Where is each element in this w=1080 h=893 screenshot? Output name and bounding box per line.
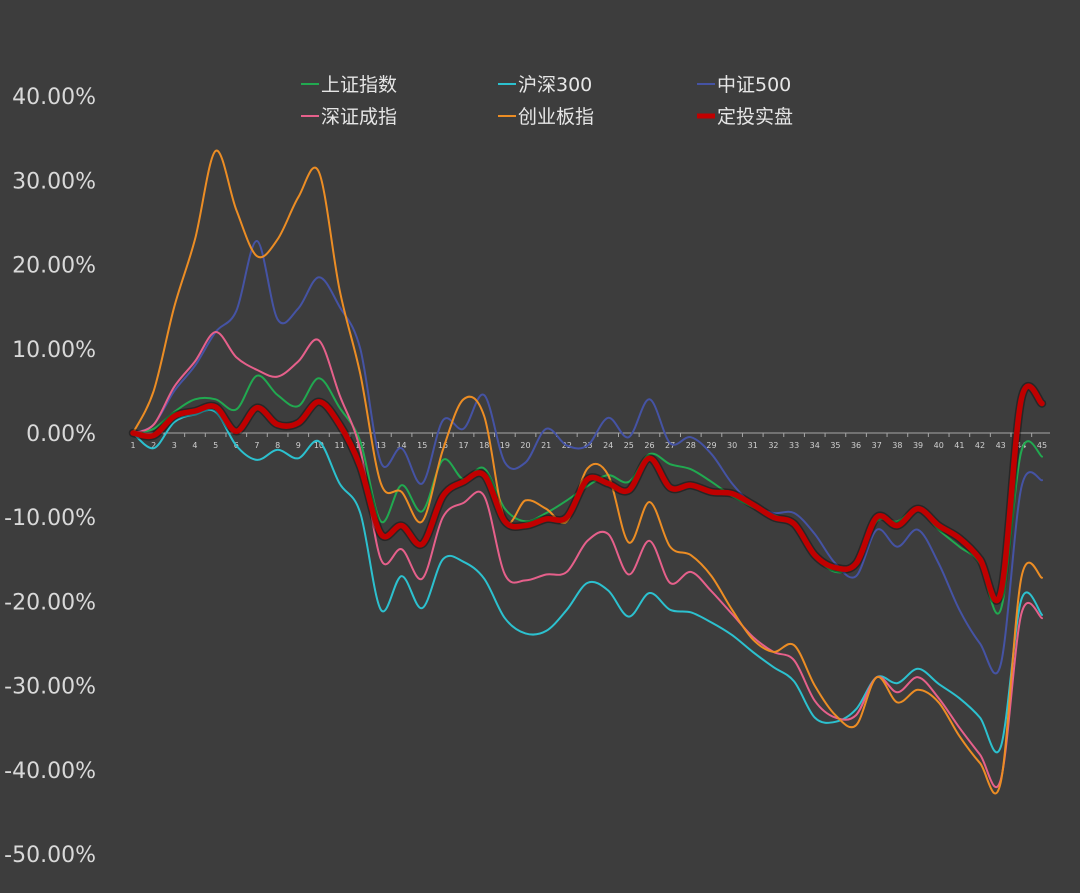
y-tick-label: 30.00%: [12, 169, 96, 194]
x-tick-label: 30: [727, 441, 737, 450]
y-tick-label: -10.00%: [4, 506, 96, 531]
x-tick-label: 17: [458, 441, 468, 450]
legend-label: 深证成指: [321, 106, 397, 128]
x-tick-label: 33: [789, 441, 799, 450]
series-line-2: [132, 408, 1043, 754]
y-tick-label: 20.00%: [12, 254, 96, 279]
y-tick-label: 0.00%: [26, 422, 96, 447]
legend-label: 定投实盘: [717, 106, 793, 128]
series-line-6: [130, 383, 1045, 604]
x-tick-label: 28: [686, 441, 696, 450]
series-lines: [128, 149, 1047, 795]
x-tick-label: 44: [1016, 441, 1026, 450]
x-tick-label: 16: [438, 441, 448, 450]
x-tick-label: 15: [417, 441, 427, 450]
x-tick-label: 43: [996, 441, 1006, 450]
x-tick-label: 7: [254, 441, 259, 450]
x-tick-label: 9: [296, 441, 301, 450]
x-tick-label: 1: [130, 441, 135, 450]
x-tick-label: 31: [748, 441, 758, 450]
x-tick-label: 12: [355, 441, 365, 450]
y-tick-label: -20.00%: [4, 590, 96, 615]
legend-label: 中证500: [717, 74, 791, 96]
x-tick-label: 42: [975, 441, 985, 450]
legend-label: 上证指数: [321, 74, 397, 96]
x-tick-label: 2: [151, 441, 156, 450]
y-tick-label: -40.00%: [4, 759, 96, 784]
x-tick-label: 3: [172, 441, 177, 450]
x-tick-label: 27: [665, 441, 675, 450]
x-tick-label: 37: [872, 441, 882, 450]
legend-label: 创业板指: [518, 106, 594, 128]
legend: 上证指数 沪深300 中证500 深证成指 创业板指 定投实盘: [301, 74, 793, 128]
y-axis: 40.00% 30.00% 20.00% 10.00% 0.00% -10.00% -20.…: [4, 85, 96, 868]
series-line-1: [132, 374, 1043, 615]
x-tick-label: 45: [1037, 441, 1047, 450]
x-tick-label: 20: [520, 441, 530, 450]
y-tick-label: -50.00%: [4, 843, 96, 868]
x-tick-label: 8: [275, 441, 280, 450]
x-tick-label: 18: [479, 441, 489, 450]
x-tick-label: 4: [192, 441, 197, 450]
x-tick-label: 41: [954, 441, 964, 450]
x-tick-label: 11: [334, 441, 344, 450]
series-line-5: [132, 149, 1043, 795]
x-tick-label: 10: [314, 441, 324, 450]
x-tick-label: 40: [934, 441, 944, 450]
y-tick-label: 40.00%: [12, 85, 96, 110]
x-tick-label: 36: [851, 441, 861, 450]
series-line-4: [132, 331, 1043, 789]
y-tick-label: 10.00%: [12, 338, 96, 363]
x-tick-label: 25: [624, 441, 634, 450]
x-tick-label: 24: [603, 441, 613, 450]
x-tick-label: 5: [213, 441, 218, 450]
x-tick-label: 19: [500, 441, 510, 450]
x-tick-label: 39: [913, 441, 923, 450]
x-tick-label: 35: [830, 441, 840, 450]
x-tick-label: 13: [376, 441, 386, 450]
x-tick-label: 14: [396, 441, 406, 450]
x-tick-label: 32: [768, 441, 778, 450]
series-line-3: [132, 239, 1043, 675]
x-tick-label: 21: [541, 441, 551, 450]
x-tick-label: 34: [810, 441, 820, 450]
x-tick-label: 26: [644, 441, 654, 450]
y-tick-label: -30.00%: [4, 675, 96, 700]
x-tick-label: 29: [706, 441, 716, 450]
x-tick-label: 38: [892, 441, 902, 450]
legend-label: 沪深300: [518, 74, 592, 96]
